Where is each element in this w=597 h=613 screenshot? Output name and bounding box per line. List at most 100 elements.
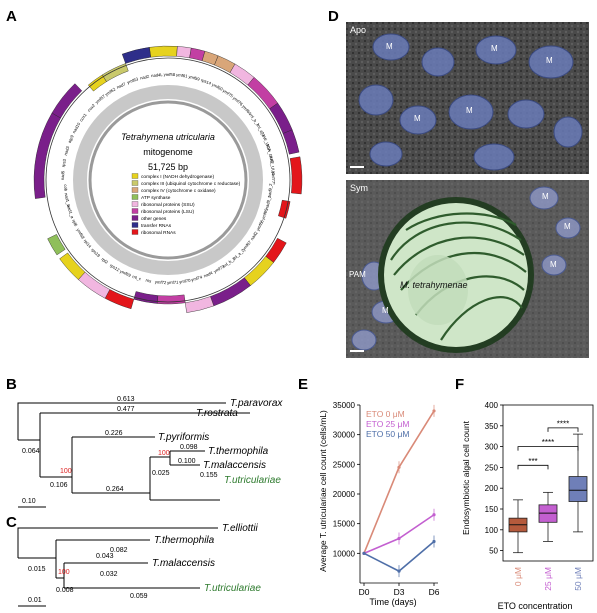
- gene-segment: [47, 234, 66, 256]
- em-sym-texture: [346, 180, 589, 358]
- alga-label: M. tetrahymenae: [400, 280, 468, 290]
- gene-segment: [33, 112, 61, 199]
- y-tick-label: 350: [485, 422, 499, 431]
- plot-frame: [502, 404, 594, 562]
- legend-label: complex III (ubiquinol cytochrome c redu…: [141, 181, 241, 187]
- chart-e-xlabel: Time (days): [369, 597, 416, 607]
- gene-label: ymf76: [232, 95, 244, 107]
- branch-label: 0.613: [117, 396, 135, 403]
- branch-label: 0.098: [180, 444, 198, 451]
- x-tick-label: 0 μM: [513, 567, 523, 586]
- gene-label: ymf75: [222, 88, 235, 99]
- genome-size: 51,725 bp: [148, 162, 188, 172]
- mito-label: M: [382, 306, 389, 315]
- branch-label: 0.059: [130, 593, 148, 600]
- gene-label: nad1_a: [66, 204, 75, 219]
- taxon-label: T.utriculariae: [224, 475, 281, 486]
- gene-label: ymf68: [76, 227, 87, 240]
- em-apo-texture: [346, 22, 589, 174]
- legend-label: ETO 50 μM: [366, 429, 409, 439]
- y-tick-label: 15000: [333, 520, 356, 529]
- gene-label: nad4: [203, 270, 214, 279]
- panel-label-c: C: [6, 514, 17, 531]
- legend-label: ETO 25 μM: [366, 419, 409, 429]
- gene-segment: [149, 45, 178, 58]
- gene-label: rpl14: [83, 238, 93, 249]
- legend-label: ribosomal proteins (LSU): [141, 209, 194, 215]
- y-tick-label: 10000: [333, 549, 356, 558]
- gene-label: ymf74: [190, 274, 203, 282]
- genome-backbone: [45, 57, 291, 303]
- taxon-label: T.thermophila: [208, 446, 269, 457]
- gene-label: trnH_GUG: [265, 143, 275, 163]
- legend-swatch: [131, 201, 139, 207]
- gene-label: ymf64: [241, 104, 253, 116]
- gene-segment: [104, 289, 135, 310]
- gene-segment: [278, 199, 291, 219]
- gene-label: rpl6: [71, 219, 79, 228]
- panel-label-b: B: [6, 376, 17, 393]
- mito-label: M: [466, 106, 473, 115]
- gene-label: nad2: [139, 74, 150, 81]
- x-tick-label: 25 μM: [543, 567, 553, 591]
- mito-label: M: [542, 192, 549, 201]
- gene-label: ymf65: [260, 207, 269, 220]
- taxon-label: T.paravorax: [230, 398, 283, 409]
- scale-label: 0.01: [28, 597, 42, 604]
- chart-f-ylabel: Endosymbiotic algal cell count: [461, 420, 471, 535]
- mito-label: M: [564, 222, 571, 231]
- genome-subtitle: mitogenome: [143, 147, 193, 157]
- significance-bracket: [547, 427, 579, 432]
- y-tick-label: 200: [485, 484, 499, 493]
- gene-segment: [156, 294, 186, 305]
- y-tick-label: 250: [485, 463, 499, 472]
- panel-label-f: F: [455, 376, 465, 393]
- legend-swatch: [131, 222, 139, 228]
- data-point: [362, 551, 366, 555]
- gene-label: ymf62: [104, 86, 117, 97]
- taxon-label: T.pyriformis: [158, 432, 209, 443]
- gene-label: rnl_c: [132, 274, 142, 282]
- gene-segment: [133, 291, 159, 304]
- gene-label: ymf57: [94, 93, 106, 105]
- gene-segment: [59, 252, 86, 280]
- gene-label: ymf69: [119, 269, 132, 279]
- legend-swatch: [131, 215, 139, 221]
- legend-swatch: [131, 187, 139, 193]
- y-tick-label: 150: [485, 505, 499, 514]
- gene-label: rps12: [109, 263, 121, 273]
- scale-bar: [350, 166, 364, 168]
- branch-label: 0.100: [178, 458, 196, 465]
- branch-label: 0.043: [96, 553, 114, 560]
- gene-segment: [121, 47, 151, 64]
- branch-label: 0.264: [106, 486, 124, 493]
- mito-label: M: [386, 42, 393, 51]
- y-tick-label: 50: [489, 547, 498, 556]
- legend-swatch: [131, 180, 139, 186]
- gene-label: atp9: [67, 134, 75, 144]
- branch-label: 0.008: [56, 587, 74, 594]
- significance-bracket: [517, 464, 549, 470]
- gene-label: rps19: [90, 247, 101, 258]
- gene-label: ymf77*: [271, 172, 276, 185]
- branch-label: 0.477: [117, 406, 135, 413]
- gene-segment: [78, 271, 111, 299]
- mito-label: M: [491, 44, 498, 53]
- significance-label: ****: [557, 419, 569, 428]
- legend-swatch: [131, 208, 139, 214]
- gene-label: ymf70: [179, 278, 192, 285]
- gene-label: nad4L: [151, 72, 164, 78]
- gene-label: ymf58: [164, 72, 176, 77]
- legend-swatch: [131, 173, 139, 179]
- x-tick-label: D0: [359, 587, 370, 597]
- x-tick-label: D3: [394, 587, 405, 597]
- gene-label: cob: [63, 184, 69, 192]
- taxon-label: T.thermophila: [154, 535, 215, 546]
- legend-label: ribosomal proteins (SSU): [141, 202, 195, 208]
- taxon-label: T.utriculariae: [204, 583, 261, 594]
- legend-label: ETO 0 μM: [366, 409, 405, 419]
- chart-f-xlabel: ETO concentration: [498, 601, 573, 611]
- box: [568, 476, 588, 502]
- bootstrap-label: 100: [158, 450, 170, 457]
- branch-label: 0.025: [152, 470, 170, 477]
